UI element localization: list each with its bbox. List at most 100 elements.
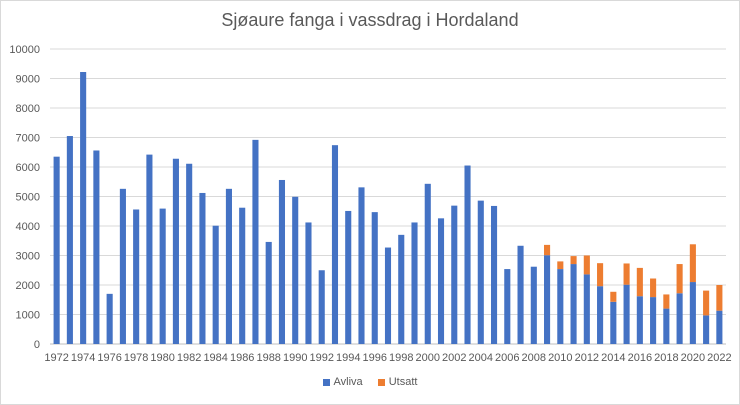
bar-avliva-2000 [424,183,431,344]
legend-item-utsatt: Utsatt [377,376,417,388]
x-tick-label: 1988 [256,352,280,364]
bar-avliva-2021 [703,315,710,344]
x-tick-label: 2016 [628,352,652,364]
x-tick-label: 1996 [363,352,387,364]
bar-avliva-1994 [345,210,352,344]
bar-avliva-1988 [265,241,272,344]
bar-avliva-1991 [305,222,312,344]
bar-utsatt-2019 [676,264,683,294]
x-tick-label: 1982 [177,352,201,364]
x-tick-label: 1976 [97,352,121,364]
bar-avliva-1993 [331,145,339,344]
bar-utsatt-2009 [544,244,551,256]
bar-avliva-1998 [398,234,405,344]
bar-utsatt-2016 [636,267,643,297]
bar-avliva-1985 [225,188,232,344]
bar-avliva-1977 [119,188,126,344]
y-tick-label: 0 [34,339,40,351]
bar-avliva-2020 [689,282,696,344]
x-tick-label: 2008 [522,352,546,364]
x-tick-label: 1974 [71,352,95,364]
bar-avliva-2006 [504,269,511,344]
x-tick-label: 2004 [469,352,493,364]
y-tick-label: 10000 [9,44,40,56]
y-axis-ticks: 0 1000 2000 3000 4000 5000 6000 7000 8000 9000 100… [9,44,40,351]
bar-utsatt-2020 [689,244,696,283]
bar-avliva-1992 [318,270,325,344]
bar-utsatt-2021 [703,290,710,316]
bar-utsatt-2018 [663,294,670,309]
bar-avliva-2013 [597,286,604,344]
bar-avliva-2005 [490,205,498,344]
bar-avliva-2017 [650,297,657,344]
x-tick-label: 1986 [230,352,254,364]
bar-avliva-1973 [66,136,73,344]
bar-avliva-2016 [636,296,643,344]
x-tick-label: 1994 [336,352,360,364]
y-tick-label: 5000 [16,192,40,204]
bar-avliva-1990 [292,196,299,344]
y-tick-label: 9000 [16,74,40,86]
bar-avliva-2003 [464,165,471,344]
bar-utsatt-2010 [557,261,564,270]
bar-avliva-2022 [716,310,723,344]
x-tick-label: 2022 [707,352,731,364]
bar-utsatt-2017 [650,278,657,298]
x-tick-label: 1990 [283,352,307,364]
y-tick-label: 4000 [16,221,40,233]
x-tick-label: 2000 [416,352,440,364]
x-tick-label: 2018 [654,352,678,364]
bar-avliva-1987 [252,139,259,344]
bar-avliva-1995 [358,187,365,344]
bar-avliva-1981 [172,158,179,344]
bars [53,72,723,344]
bar-avliva-1982 [186,163,193,344]
bar-avliva-1996 [371,212,378,344]
legend-item-avliva: Avliva [322,376,363,388]
y-tick-label: 3000 [16,251,40,263]
y-tick-label: 7000 [16,133,40,145]
y-tick-label: 8000 [16,103,40,115]
legend-swatch-avliva [322,378,330,386]
bar-avliva-1984 [212,225,219,344]
x-tick-label: 2006 [495,352,519,364]
bar-avliva-2011 [570,264,577,344]
bar-avliva-1999 [411,222,418,344]
x-tick-label: 1992 [309,352,333,364]
x-tick-label: 2002 [442,352,466,364]
bar-avliva-1983 [199,192,206,344]
y-tick-label: 1000 [16,310,40,322]
bar-avliva-1989 [278,179,286,344]
bar-avliva-1979 [146,154,153,344]
y-tick-label: 2000 [16,280,40,292]
bar-utsatt-2012 [583,255,590,275]
bar-avliva-1980 [159,208,166,344]
x-tick-label: 1978 [124,352,148,364]
bar-avliva-1974 [80,72,87,344]
x-tick-label: 1998 [389,352,413,364]
y-tick-label: 6000 [16,162,40,174]
bar-avliva-1975 [93,150,100,344]
bar-avliva-2001 [437,218,445,344]
bar-utsatt-2013 [597,263,604,287]
x-tick-label: 1984 [203,352,227,364]
x-tick-label: 2014 [601,352,625,364]
bar-avliva-2014 [610,301,617,344]
legend-swatch-utsatt [377,378,385,386]
bar-avliva-1978 [133,209,140,344]
x-tick-label: 1972 [44,352,68,364]
bar-avliva-2015 [623,284,630,344]
bar-avliva-2010 [557,269,564,344]
chart-title: Sjøaure fanga i vassdrag i Hordaland [221,10,519,30]
x-axis-ticks: 1972 1974 1976 1978 1980 1982 1984 1986 1988 1990… [44,352,731,364]
bar-avliva-2002 [451,205,458,344]
bar-utsatt-2014 [610,291,617,302]
bar-avliva-2008 [530,266,537,344]
bar-avliva-1976 [106,293,113,344]
bar-avliva-2019 [676,293,683,344]
bar-avliva-1972 [53,156,60,344]
x-tick-label: 2010 [548,352,572,364]
legend: Avliva Utsatt [0,376,740,389]
bar-avliva-1986 [239,207,246,344]
